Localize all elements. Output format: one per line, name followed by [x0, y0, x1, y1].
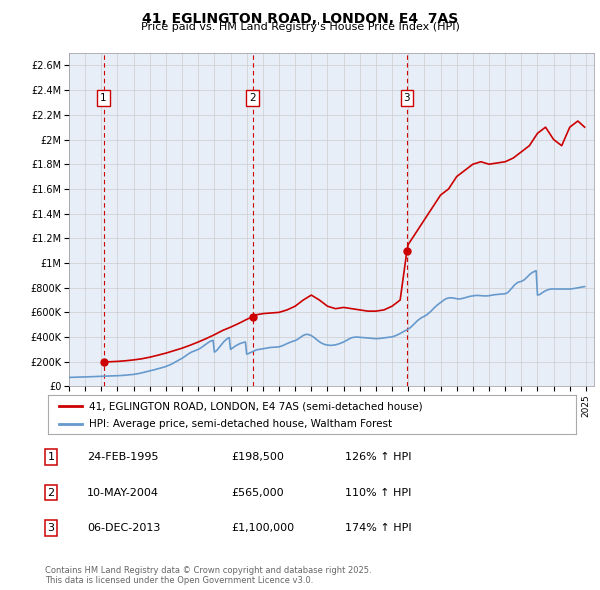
Text: 3: 3	[47, 523, 55, 533]
Text: 110% ↑ HPI: 110% ↑ HPI	[345, 488, 412, 497]
Text: £1,100,000: £1,100,000	[231, 523, 294, 533]
Text: 2: 2	[47, 488, 55, 497]
Text: 10-MAY-2004: 10-MAY-2004	[87, 488, 159, 497]
Text: 1: 1	[47, 453, 55, 462]
Text: HPI: Average price, semi-detached house, Waltham Forest: HPI: Average price, semi-detached house,…	[89, 419, 392, 429]
Text: £565,000: £565,000	[231, 488, 284, 497]
Text: 3: 3	[404, 93, 410, 103]
Text: 126% ↑ HPI: 126% ↑ HPI	[345, 453, 412, 462]
Text: 24-FEB-1995: 24-FEB-1995	[87, 453, 158, 462]
Text: Contains HM Land Registry data © Crown copyright and database right 2025.
This d: Contains HM Land Registry data © Crown c…	[45, 566, 371, 585]
Text: 1: 1	[100, 93, 107, 103]
Text: Price paid vs. HM Land Registry's House Price Index (HPI): Price paid vs. HM Land Registry's House …	[140, 22, 460, 32]
Text: 41, EGLINGTON ROAD, LONDON, E4 7AS (semi-detached house): 41, EGLINGTON ROAD, LONDON, E4 7AS (semi…	[89, 401, 423, 411]
Text: £198,500: £198,500	[231, 453, 284, 462]
Text: 41, EGLINGTON ROAD, LONDON, E4  7AS: 41, EGLINGTON ROAD, LONDON, E4 7AS	[142, 12, 458, 26]
Text: 174% ↑ HPI: 174% ↑ HPI	[345, 523, 412, 533]
Text: 06-DEC-2013: 06-DEC-2013	[87, 523, 160, 533]
Text: 2: 2	[249, 93, 256, 103]
